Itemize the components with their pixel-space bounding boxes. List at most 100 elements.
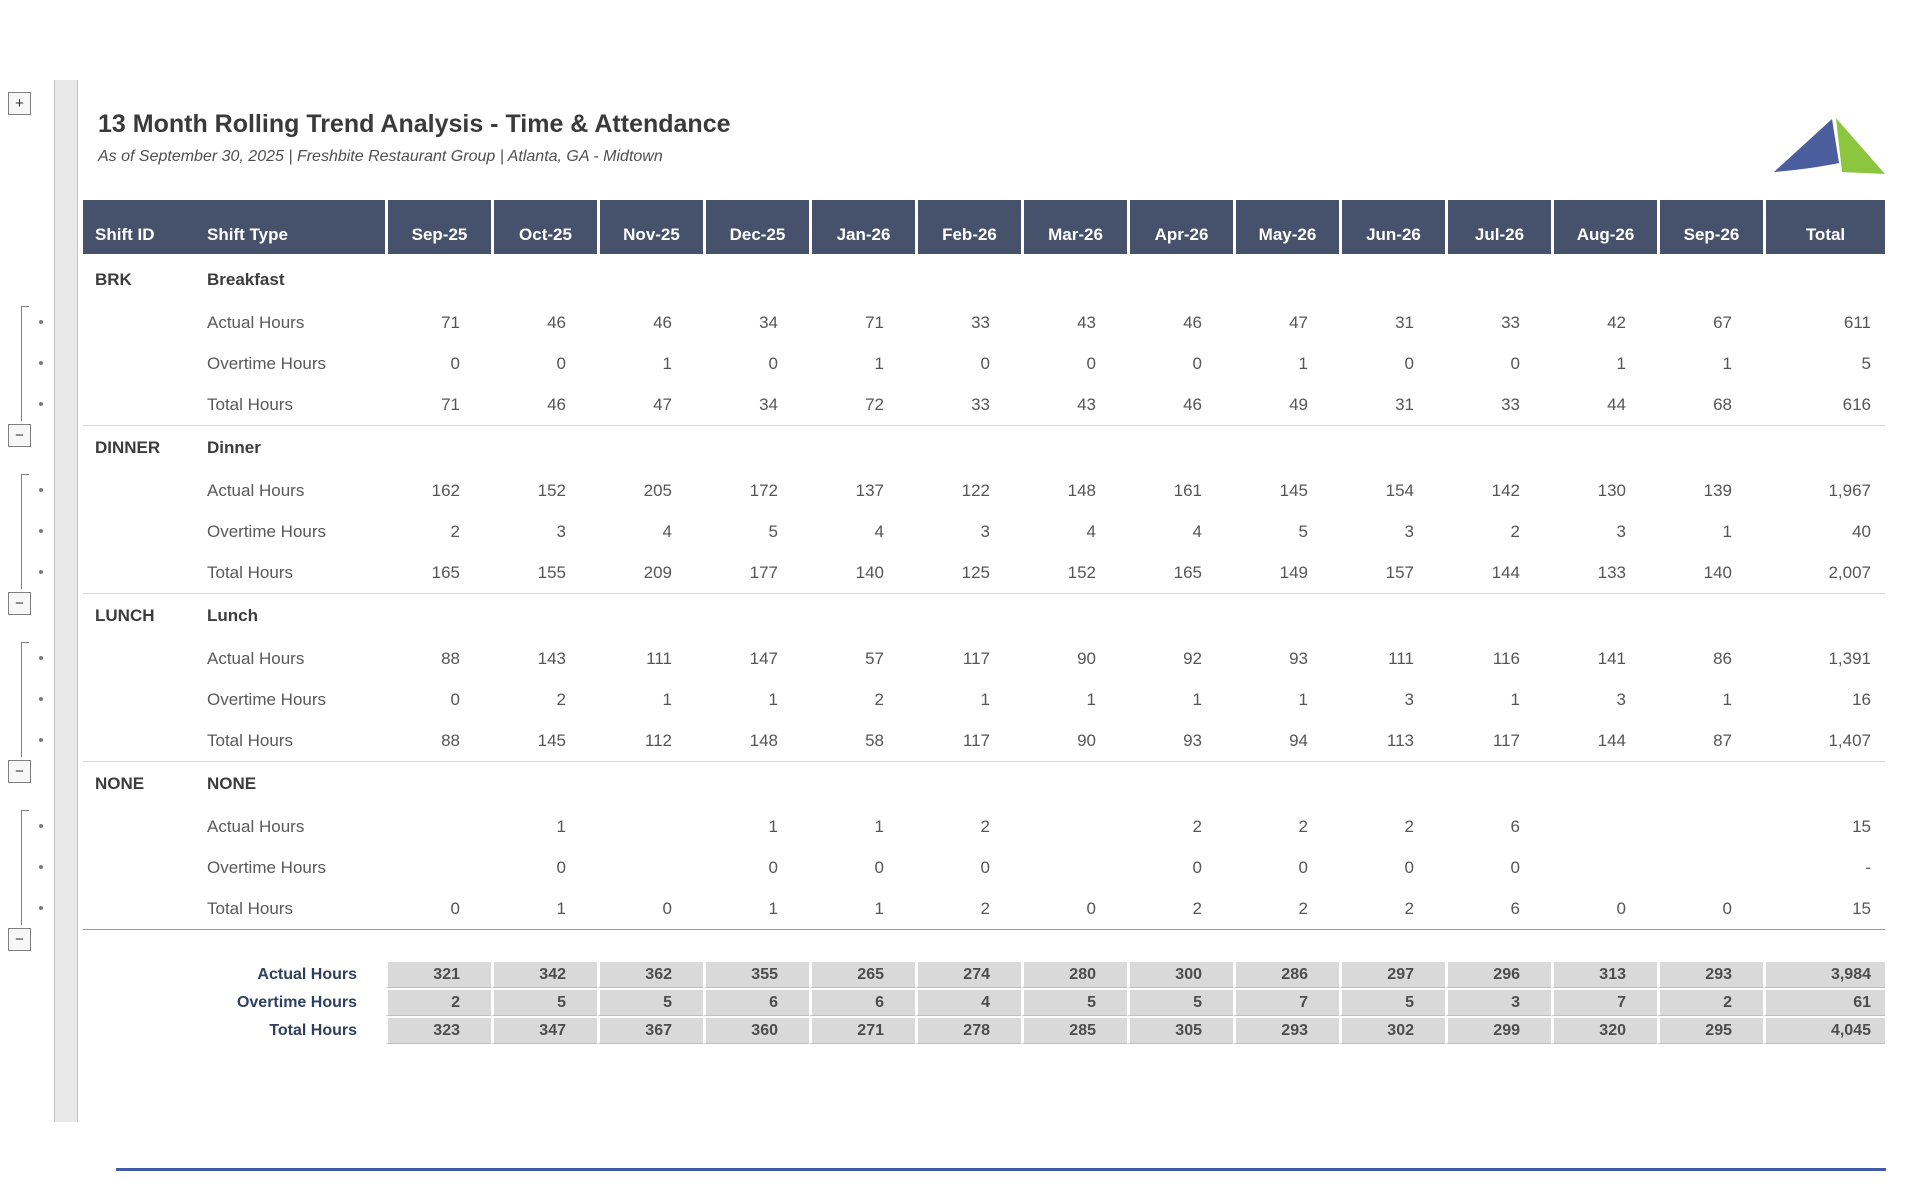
hours-cell[interactable]: 1: [768, 898, 778, 918]
summary-total-cell[interactable]: 61: [1763, 990, 1885, 1016]
summary-hours-cell[interactable]: 296: [1445, 962, 1551, 988]
hours-cell[interactable]: 43: [1077, 394, 1096, 414]
metric-label-cell[interactable]: Actual Hours: [207, 816, 305, 836]
hours-cell[interactable]: 0: [450, 689, 460, 709]
summary-hours-cell[interactable]: 5: [597, 990, 703, 1016]
hours-cell[interactable]: 0: [1722, 898, 1732, 918]
summary-hours-cell[interactable]: 5: [1021, 990, 1127, 1016]
hours-cell[interactable]: 0: [556, 353, 566, 373]
hours-cell[interactable]: 125: [961, 562, 990, 582]
shift-type-cell[interactable]: NONE: [207, 774, 257, 793]
metric-label-cell[interactable]: Actual Hours: [207, 648, 305, 668]
hours-cell[interactable]: 4: [1192, 521, 1202, 541]
hours-cell[interactable]: 2: [1510, 521, 1520, 541]
hours-cell[interactable]: 94: [1289, 730, 1308, 750]
metric-label-cell[interactable]: Actual Hours: [207, 480, 305, 500]
hours-cell[interactable]: 0: [874, 857, 884, 877]
hours-cell[interactable]: 2: [1192, 898, 1202, 918]
hours-cell[interactable]: 0: [1510, 857, 1520, 877]
hours-cell[interactable]: 2: [1404, 898, 1414, 918]
hours-cell[interactable]: 154: [1385, 480, 1414, 500]
summary-label-cell[interactable]: Overtime Hours: [236, 994, 357, 1011]
summary-hours-cell[interactable]: 367: [597, 1018, 703, 1044]
outline-collapse-button[interactable]: −: [8, 760, 31, 783]
hours-cell[interactable]: 93: [1183, 730, 1202, 750]
hours-cell[interactable]: 162: [431, 480, 460, 500]
hours-cell[interactable]: 0: [1192, 857, 1202, 877]
summary-hours-cell[interactable]: 5: [491, 990, 597, 1016]
hours-cell[interactable]: 71: [865, 312, 884, 332]
shift-type-cell[interactable]: Lunch: [207, 606, 258, 625]
hours-cell[interactable]: 0: [1192, 353, 1202, 373]
hours-cell[interactable]: 71: [441, 312, 460, 332]
summary-hours-cell[interactable]: 300: [1127, 962, 1233, 988]
hours-cell[interactable]: 47: [1289, 312, 1308, 332]
hours-cell[interactable]: 1: [1616, 353, 1626, 373]
outline-expand-button[interactable]: +: [8, 92, 31, 115]
hours-cell[interactable]: 3: [1616, 521, 1626, 541]
hours-cell[interactable]: 3: [1404, 689, 1414, 709]
hours-cell[interactable]: 142: [1491, 480, 1520, 500]
summary-hours-cell[interactable]: 360: [703, 1018, 809, 1044]
hours-cell[interactable]: 1: [768, 816, 778, 836]
metric-label-cell[interactable]: Overtime Hours: [207, 521, 327, 541]
summary-label-cell[interactable]: Total Hours: [269, 1022, 357, 1039]
hours-cell[interactable]: 0: [980, 857, 990, 877]
summary-hours-cell[interactable]: 342: [491, 962, 597, 988]
hours-cell[interactable]: 88: [441, 730, 460, 750]
row-total-cell[interactable]: 15: [1852, 816, 1871, 836]
collapsed-column-strip[interactable]: [54, 80, 78, 1122]
hours-cell[interactable]: 71: [441, 394, 460, 414]
summary-hours-cell[interactable]: 355: [703, 962, 809, 988]
hours-cell[interactable]: 34: [759, 312, 778, 332]
hours-cell[interactable]: 87: [1713, 730, 1732, 750]
hours-cell[interactable]: 49: [1289, 394, 1308, 414]
outline-collapse-button[interactable]: −: [8, 928, 31, 951]
summary-total-cell[interactable]: 4,045: [1763, 1018, 1885, 1044]
hours-cell[interactable]: 46: [1183, 394, 1202, 414]
summary-hours-cell[interactable]: 7: [1551, 990, 1657, 1016]
hours-cell[interactable]: 145: [1279, 480, 1308, 500]
summary-hours-cell[interactable]: 285: [1021, 1018, 1127, 1044]
hours-cell[interactable]: 0: [1086, 353, 1096, 373]
hours-cell[interactable]: 34: [759, 394, 778, 414]
summary-hours-cell[interactable]: 321: [385, 962, 491, 988]
hours-cell[interactable]: 209: [643, 562, 672, 582]
hours-cell[interactable]: 155: [537, 562, 566, 582]
hours-cell[interactable]: 72: [865, 394, 884, 414]
hours-cell[interactable]: 1: [1722, 521, 1732, 541]
summary-hours-cell[interactable]: 295: [1657, 1018, 1763, 1044]
shift-id-cell[interactable]: DINNER: [95, 438, 161, 457]
summary-hours-cell[interactable]: 5: [1127, 990, 1233, 1016]
shift-id-cell[interactable]: LUNCH: [95, 606, 155, 625]
hours-cell[interactable]: 47: [653, 394, 672, 414]
metric-label-cell[interactable]: Overtime Hours: [207, 689, 327, 709]
metric-label-cell[interactable]: Overtime Hours: [207, 857, 327, 877]
hours-cell[interactable]: 2: [556, 689, 566, 709]
summary-hours-cell[interactable]: 5: [1339, 990, 1445, 1016]
hours-cell[interactable]: 2: [450, 521, 460, 541]
hours-cell[interactable]: 139: [1703, 480, 1732, 500]
hours-cell[interactable]: 2: [980, 898, 990, 918]
hours-cell[interactable]: 137: [855, 480, 884, 500]
hours-cell[interactable]: 172: [749, 480, 778, 500]
hours-cell[interactable]: 3: [1616, 689, 1626, 709]
hours-cell[interactable]: 58: [865, 730, 884, 750]
month-header-cell[interactable]: Jun-26: [1339, 200, 1445, 254]
hours-cell[interactable]: 3: [980, 521, 990, 541]
summary-hours-cell[interactable]: 280: [1021, 962, 1127, 988]
month-header-cell[interactable]: Nov-25: [597, 200, 703, 254]
hours-cell[interactable]: 157: [1385, 562, 1414, 582]
summary-hours-cell[interactable]: 271: [809, 1018, 915, 1044]
hours-cell[interactable]: 2: [1404, 816, 1414, 836]
hours-cell[interactable]: 2: [1298, 816, 1308, 836]
hours-cell[interactable]: 1: [1722, 353, 1732, 373]
total-header-cell[interactable]: Total: [1763, 200, 1885, 254]
hours-cell[interactable]: 6: [1510, 816, 1520, 836]
hours-cell[interactable]: 0: [1616, 898, 1626, 918]
row-total-cell[interactable]: 2,007: [1828, 562, 1871, 582]
row-total-cell[interactable]: 40: [1852, 521, 1871, 541]
month-header-cell[interactable]: Feb-26: [915, 200, 1021, 254]
summary-hours-cell[interactable]: 305: [1127, 1018, 1233, 1044]
hours-cell[interactable]: 1: [874, 353, 884, 373]
